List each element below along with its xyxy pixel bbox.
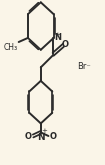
- Text: O: O: [24, 132, 31, 141]
- Text: O: O: [62, 40, 69, 49]
- Text: N: N: [37, 133, 45, 142]
- Text: N: N: [54, 33, 61, 42]
- Text: O: O: [49, 132, 56, 141]
- Text: ⁻: ⁻: [50, 130, 55, 139]
- Text: CH₃: CH₃: [4, 43, 18, 52]
- Text: +: +: [55, 32, 60, 38]
- Text: +: +: [41, 128, 47, 134]
- Text: Br⁻: Br⁻: [77, 63, 91, 71]
